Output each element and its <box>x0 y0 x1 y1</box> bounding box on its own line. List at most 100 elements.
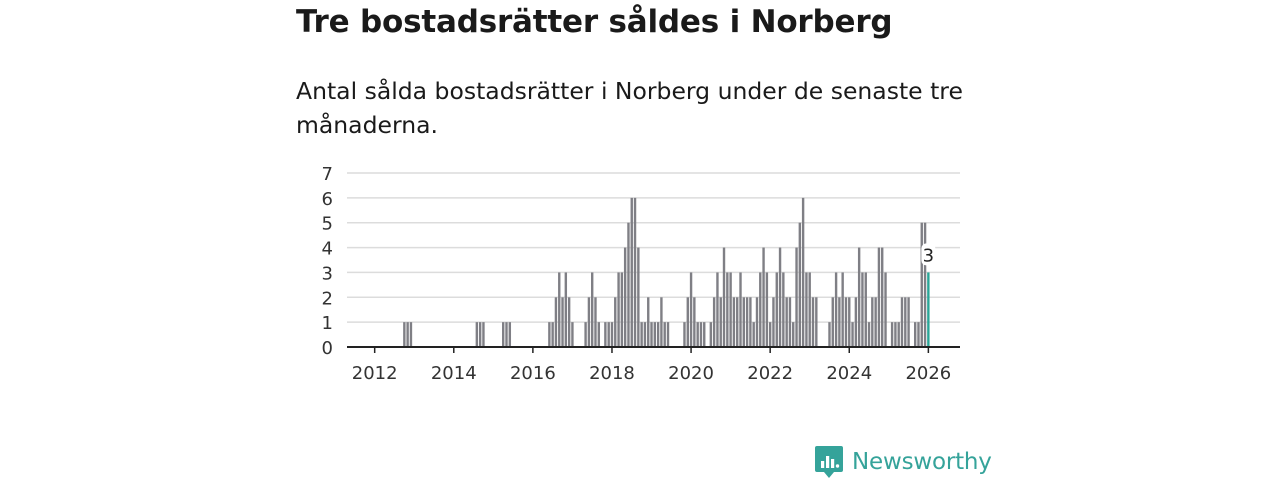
bar <box>752 322 755 347</box>
bar <box>620 272 624 347</box>
bar <box>782 272 785 347</box>
bar <box>584 322 587 347</box>
bar <box>607 322 610 347</box>
bar <box>502 322 505 347</box>
bar <box>561 297 564 347</box>
x-tick-label: 2016 <box>510 363 556 384</box>
bar <box>811 297 815 347</box>
bar <box>597 322 601 347</box>
bar <box>591 272 594 347</box>
bar <box>768 322 772 347</box>
bar <box>564 272 568 347</box>
bar <box>762 247 765 347</box>
bar <box>881 247 884 347</box>
bar <box>643 322 647 347</box>
y-tick-label: 5 <box>322 214 333 235</box>
bar <box>660 297 663 347</box>
bar <box>907 297 910 347</box>
bar <box>729 272 732 347</box>
bar <box>857 247 861 347</box>
bar <box>637 247 640 347</box>
bar <box>630 197 633 347</box>
x-tick-label: 2020 <box>668 363 714 384</box>
x-tick-label: 2012 <box>352 363 398 384</box>
bar <box>913 322 917 347</box>
y-tick-label: 3 <box>322 263 333 284</box>
bar <box>482 322 485 347</box>
bar <box>798 222 802 347</box>
bar <box>904 297 907 347</box>
bar <box>403 322 406 347</box>
chart-subtitle: Antal sålda bostadsrätter i Norberg unde… <box>296 77 963 139</box>
bar <box>742 297 745 347</box>
bar <box>874 297 877 347</box>
bar <box>775 272 778 347</box>
bar <box>864 272 867 347</box>
bar <box>505 322 508 347</box>
bar <box>808 272 811 347</box>
bar <box>890 322 894 347</box>
bar <box>508 322 512 347</box>
bar <box>696 322 699 347</box>
bar-highlight <box>927 272 930 347</box>
bar <box>712 297 716 347</box>
bar <box>923 222 927 347</box>
bar <box>716 272 719 347</box>
bar <box>548 322 551 347</box>
bar <box>686 297 689 347</box>
bar <box>788 297 792 347</box>
highlight-value-label: 3 <box>923 245 934 266</box>
bar <box>795 247 798 347</box>
bar <box>650 322 653 347</box>
bar <box>772 297 775 347</box>
bar <box>604 322 607 347</box>
y-tick-label: 2 <box>322 288 333 309</box>
bar <box>917 322 920 347</box>
bar <box>815 297 818 347</box>
bar <box>406 322 409 347</box>
bar <box>755 297 759 347</box>
bar <box>877 247 881 347</box>
x-tick-label: 2026 <box>905 363 951 384</box>
bar <box>656 322 660 347</box>
bar <box>844 297 848 347</box>
bar <box>736 297 739 347</box>
bar <box>867 322 871 347</box>
bar <box>801 197 805 347</box>
x-tick-label: 2024 <box>826 363 872 384</box>
x-tick-label: 2022 <box>747 363 793 384</box>
bar <box>785 297 788 347</box>
bar <box>610 322 614 347</box>
bar <box>722 247 726 347</box>
bar <box>571 322 574 347</box>
bar <box>831 297 834 347</box>
bar <box>732 297 736 347</box>
bar <box>587 297 591 347</box>
bar <box>851 322 854 347</box>
bar <box>567 297 571 347</box>
bar <box>666 322 670 347</box>
bar <box>739 272 742 347</box>
bar <box>594 297 597 347</box>
bar <box>683 322 686 347</box>
chart-title: Tre bostadsrätter såldes i Norberg <box>296 4 893 40</box>
bar <box>551 322 554 347</box>
bar <box>409 322 413 347</box>
bar <box>554 297 558 347</box>
bar <box>834 272 838 347</box>
brand-name: Newsworthy <box>852 449 992 475</box>
bar <box>614 297 617 347</box>
x-tick-label: 2018 <box>589 363 635 384</box>
bar <box>633 197 637 347</box>
bar <box>709 322 713 347</box>
bar <box>719 297 722 347</box>
bar <box>653 322 657 347</box>
bar <box>841 272 844 347</box>
bar <box>699 322 703 347</box>
bar <box>828 322 831 347</box>
bar <box>792 322 795 347</box>
y-tick-label: 7 <box>322 164 333 185</box>
bar <box>897 322 900 347</box>
bar <box>848 297 851 347</box>
bar <box>703 322 706 347</box>
